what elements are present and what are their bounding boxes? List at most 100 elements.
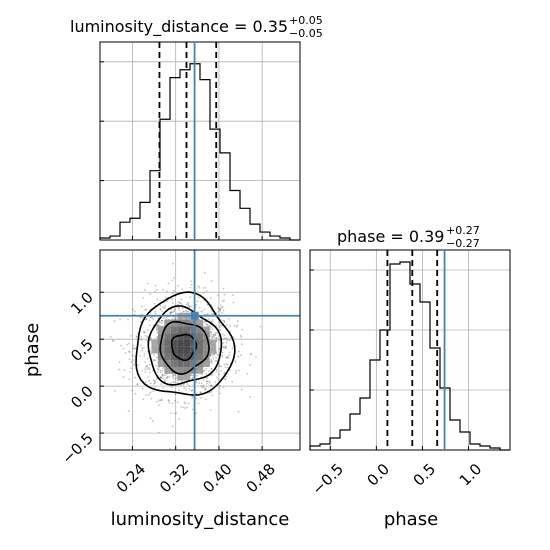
scatter-point <box>177 401 179 404</box>
scatter-point <box>153 338 156 341</box>
scatter-point <box>148 319 151 322</box>
scatter-point <box>155 400 158 403</box>
scatter-point <box>214 359 217 362</box>
scatter-point <box>231 347 234 350</box>
scatter-point <box>172 377 175 380</box>
scatter-point <box>218 347 220 350</box>
scatter-point <box>219 307 222 310</box>
scatter-point <box>206 312 209 315</box>
scatter-point <box>209 326 212 328</box>
scatter-point <box>217 294 219 297</box>
scatter-point <box>132 344 135 347</box>
scatter-point <box>207 370 210 373</box>
scatter-point <box>219 329 222 331</box>
scatter-point <box>154 284 157 287</box>
scatter-point <box>146 365 148 368</box>
scatter-point <box>156 368 159 371</box>
scatter-point <box>156 370 159 373</box>
scatter-point <box>159 308 162 310</box>
scatter-point <box>159 304 162 307</box>
scatter-point <box>237 410 240 413</box>
scatter-point <box>144 288 146 291</box>
scatter-point <box>209 354 212 357</box>
scatter-point <box>235 372 237 375</box>
scatter-point <box>156 331 159 334</box>
scatter-point <box>152 353 155 356</box>
density-cell <box>164 339 171 347</box>
scatter-point <box>224 366 227 369</box>
phase-y-tick-label: 1.0 <box>67 288 97 318</box>
scatter-point <box>152 390 155 393</box>
scatter-point <box>150 397 153 400</box>
scatter-point <box>197 285 200 288</box>
scatter-point <box>205 372 208 375</box>
scatter-point <box>221 300 224 303</box>
phase-title-sup: +0.27 <box>446 224 480 237</box>
scatter-point <box>191 389 194 392</box>
scatter-point <box>212 333 215 336</box>
density-cell <box>190 366 197 374</box>
scatter-point <box>181 288 184 291</box>
scatter-point <box>218 387 221 389</box>
scatter-point <box>182 310 185 313</box>
scatter-point <box>248 364 251 367</box>
scatter-point <box>172 373 175 376</box>
scatter-point <box>162 306 164 309</box>
scatter-point <box>259 325 262 328</box>
scatter-point <box>154 312 157 315</box>
scatter-point <box>191 377 194 380</box>
scatter-point <box>215 356 217 359</box>
scatter-point <box>143 330 146 333</box>
scatter-point <box>148 379 151 382</box>
scatter-point <box>226 339 229 342</box>
scatter-point <box>127 410 130 413</box>
scatter-point <box>156 288 159 291</box>
scatter-point <box>211 337 214 340</box>
scatter-point <box>172 277 175 279</box>
scatter-point <box>223 337 226 340</box>
scatter-point <box>174 317 177 320</box>
scatter-point <box>218 339 221 342</box>
scatter-point <box>133 363 136 366</box>
scatter-point <box>145 318 148 321</box>
phase-title-sub: −0.27 <box>446 237 480 250</box>
joint-scatter-panel: 0.24 0.32 0.40 0.48 −0.5 0.0 0.5 1.0 <box>58 249 301 496</box>
scatter-point <box>128 370 131 373</box>
scatter-point <box>147 376 149 378</box>
scatter-point <box>219 324 222 326</box>
scatter-point <box>196 300 199 303</box>
scatter-point <box>154 359 157 362</box>
scatter-point <box>164 380 167 383</box>
scatter-point <box>154 310 156 313</box>
scatter-point <box>233 325 236 327</box>
density-cell <box>170 366 178 374</box>
scatter-point <box>133 347 135 350</box>
density-cell <box>203 346 210 354</box>
scatter-point <box>203 369 206 372</box>
scatter-point <box>218 364 221 367</box>
scatter-point <box>232 336 235 339</box>
scatter-point <box>200 382 203 385</box>
scatter-point <box>237 350 240 353</box>
density-cell <box>183 360 191 367</box>
scatter-point <box>219 392 221 395</box>
scatter-point <box>232 294 234 297</box>
scatter-point <box>165 290 168 293</box>
scatter-point <box>149 316 152 319</box>
scatter-point <box>159 369 162 372</box>
phase-x-tick-label: 0.5 <box>410 460 440 490</box>
scatter-point <box>157 324 160 327</box>
scatter-point <box>217 306 220 309</box>
scatter-point <box>172 262 175 265</box>
scatter-point <box>190 389 193 392</box>
scatter-point <box>227 354 230 357</box>
scatter-point <box>187 402 190 405</box>
scatter-point <box>174 393 177 395</box>
scatter-point <box>201 386 204 389</box>
scatter-point <box>212 353 215 356</box>
scatter-point <box>186 406 189 409</box>
scatter-point <box>158 321 161 324</box>
scatter-point <box>186 310 189 313</box>
scatter-point <box>134 376 137 379</box>
scatter-point <box>160 375 162 378</box>
